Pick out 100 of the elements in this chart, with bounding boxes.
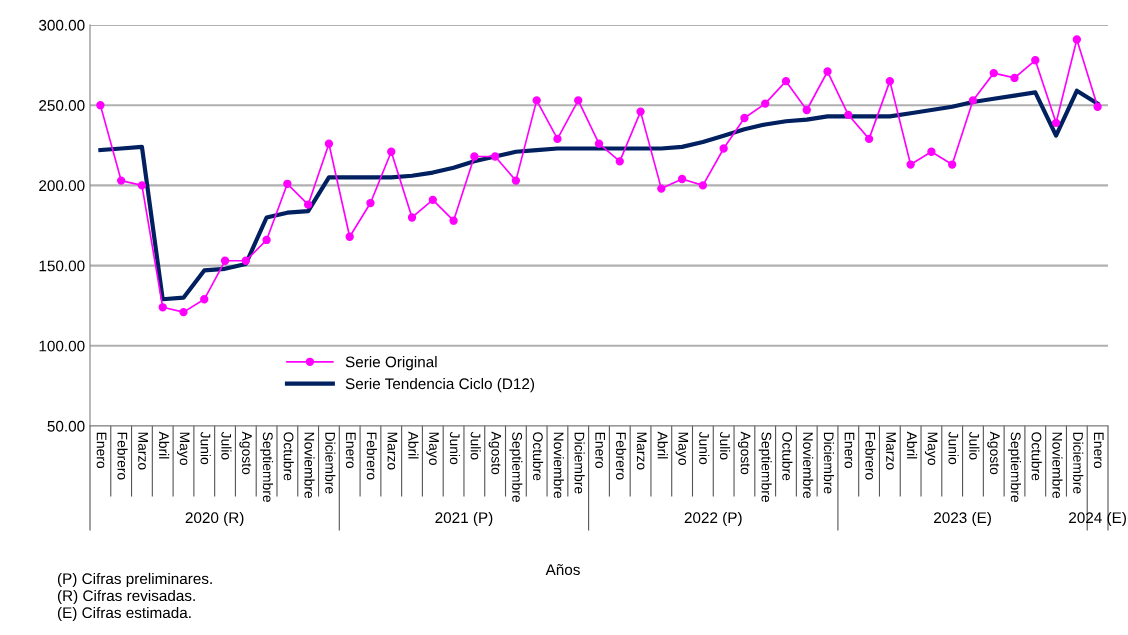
x-tick-label: Marzo [636,432,647,470]
point [864,134,874,144]
point [241,256,250,265]
point [470,152,479,161]
point [844,110,853,119]
x-tick-label: Marzo [387,432,398,470]
point [511,176,521,185]
x-tick-label: Abril [158,431,170,459]
y-tick-label: 250.00 [39,100,85,111]
x-tick-label: Diciembre [574,432,585,494]
point [428,195,437,205]
point [158,303,167,312]
point [948,160,957,169]
point [968,96,978,105]
x-tick-label: Agosto [987,431,1000,475]
x-tick-label: Junio [449,431,461,465]
x-tick-label: Diciembre [325,432,336,494]
point [823,67,832,76]
y-tick-label: 50.00 [47,420,85,432]
point [283,179,292,188]
point [574,96,583,105]
x-tick-label: Octubre [782,432,793,481]
x-tick-label: Noviembre [553,432,564,499]
x-tick-label: Enero [595,432,605,469]
x-tick-label: Agosto [737,431,751,475]
x-tick-label: Noviembre [803,432,814,499]
point [1010,73,1019,83]
x-tick-label: Febrero [366,432,377,480]
point [906,160,915,169]
x-tick-label: Marzo [886,432,896,470]
x-tick-label: Febrero [616,432,627,480]
text: 2020 (R) [185,511,244,527]
text: (P) Cifras preliminares. [57,572,212,588]
point [490,152,500,161]
point [179,307,188,317]
text: 2024 (E) [1069,511,1126,527]
x-tick-label: Julio [221,431,232,460]
point [594,139,604,148]
y-tick-label: 150.00 [39,260,85,272]
point [303,200,313,209]
point [761,99,770,108]
x-tick-label: Mayo [924,432,938,465]
point [262,235,271,245]
x-tick-label: Diciembre [1073,432,1084,494]
point [615,157,624,166]
point [802,105,811,115]
point [636,107,645,116]
point [1072,35,1082,44]
x-tick-label: Junio [948,431,959,465]
x-axis-title: Años [545,563,580,576]
point [781,76,791,86]
point [553,134,562,144]
x-tick-label: Septiembre [758,432,772,502]
y-tick-label: 100.00 [39,340,85,352]
point [989,68,998,78]
text: (E) Cifras estimada. [57,606,191,622]
x-tick-label: Septiembre [1008,432,1021,502]
x-tick-label: Abril [657,431,668,459]
point [532,96,541,105]
x-tick-label: Febrero [865,432,876,480]
point [366,198,375,208]
x-tick-label: Enero [345,432,356,469]
x-tick-label: Octubre [1031,432,1042,481]
point [116,176,126,185]
x-tick-label: Enero [1093,432,1104,469]
point [885,76,895,86]
point [324,139,334,148]
y-tick-label: 200.00 [39,180,85,192]
text: 2023 (E) [934,511,991,527]
x-tick-label: Mayo [426,432,439,465]
point [719,144,728,153]
line-series [98,88,1100,302]
x-tick-label: Agosto [239,431,252,475]
x-tick-label: Julio [719,431,731,460]
x-tick-label: Julio [969,431,980,460]
point [345,232,354,241]
x-tick-label: Septiembre [509,432,523,502]
x-tick-label: Octubre [532,432,544,481]
point [1093,102,1102,111]
text: 2021 (P) [435,511,493,527]
point [96,101,105,110]
point [698,181,708,190]
text: 2022 (P) [684,511,742,527]
point [677,174,687,184]
point [387,147,396,156]
point [137,181,147,190]
x-tick-label: Septiembre [260,432,274,502]
point [200,295,209,304]
x-tick-label: Abril [408,431,419,459]
legend-label: Serie Tendencia Ciclo (D12) [345,377,535,393]
x-tick-label: Diciembre [823,432,834,494]
x-tick-label: Marzo [138,432,148,470]
x-tick-label: Julio [470,431,481,460]
x-tick-label: Noviembre [304,432,315,499]
text: (R) Cifras revisadas. [57,589,195,605]
x-tick-label: Enero [844,432,855,469]
point [407,213,417,222]
point [740,113,749,123]
x-tick-label: Febrero [117,432,128,480]
point [927,147,936,156]
